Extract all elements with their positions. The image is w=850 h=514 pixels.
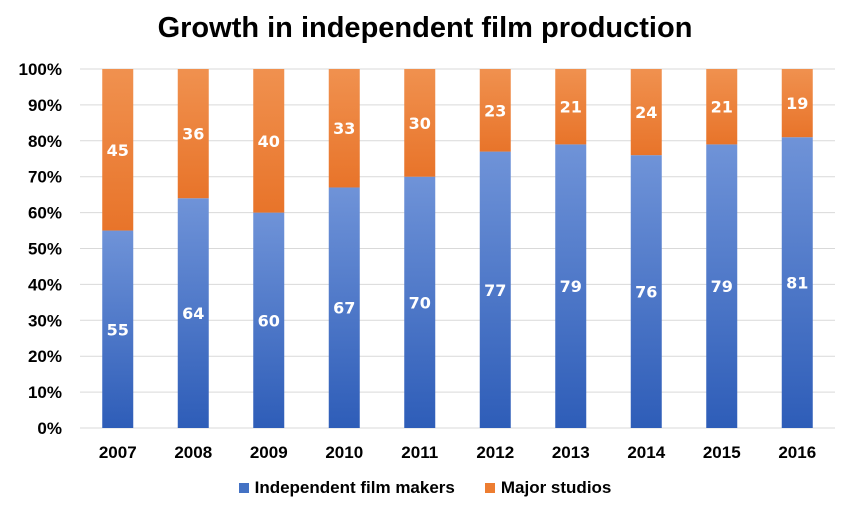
bar-segment [102,230,134,428]
legend-swatch-major [484,483,495,493]
bar-segment [781,137,813,428]
y-tick-label: 50% [28,240,62,259]
x-tick-label: 2015 [703,443,741,462]
legend-label-major: Major studios [500,478,612,497]
bar-segment [253,212,285,428]
data-label: 70 [409,293,431,312]
data-label: 19 [786,94,808,113]
x-tick-label: 2010 [325,443,363,462]
data-label: 36 [182,125,204,144]
data-labels: 55 45 64 36 60 40 67 33 70 30 77 23 79 21 76 24 79 21 81 19 [107,94,809,339]
data-label: 30 [409,114,431,133]
y-tick-label: 90% [28,96,62,115]
bars [102,69,813,428]
data-label: 67 [333,299,355,318]
data-label: 55 [107,320,129,339]
y-tick-label: 60% [28,204,62,223]
data-label: 79 [711,277,733,296]
legend-label-independent: Independent film makers [254,478,455,497]
bar-segment [253,69,285,213]
x-tick-label: 2009 [250,443,288,462]
bar-segment [706,69,738,145]
bar-segment [404,69,436,177]
legend-item-independent: Independent film makers [238,478,455,498]
y-tick-label: 20% [28,347,62,366]
y-axis: 0% 10% 20% 30% 40% 50% 60% 70% 80% 90% 100% [19,60,62,438]
data-label: 21 [711,98,733,117]
x-tick-label: 2007 [99,443,137,462]
x-tick-label: 2011 [401,443,438,462]
data-label: 33 [333,119,355,138]
data-label: 64 [182,304,204,323]
bar-segment [479,151,511,428]
bar-segment [404,176,436,428]
bar-segment [630,69,662,156]
y-tick-label: 70% [28,168,62,187]
x-tick-label: 2012 [476,443,514,462]
bar-segment [102,69,134,231]
bar-segment [781,69,813,138]
bar-segment [555,144,587,428]
bar-segment [479,69,511,152]
y-tick-label: 100% [19,60,62,79]
legend-swatch-independent [238,483,249,493]
bar-segment [177,69,209,199]
bar-segment [706,144,738,428]
legend: Independent film makers Major studios [0,478,850,498]
chart-title: Growth in independent film production [157,12,693,44]
data-label: 81 [786,274,808,293]
x-tick-label: 2016 [778,443,816,462]
legend-item-major: Major studios [484,478,612,498]
x-tick-label: 2014 [627,443,665,462]
y-tick-label: 0% [37,419,62,438]
y-tick-label: 40% [28,275,62,294]
data-label: 23 [484,101,506,120]
data-label: 76 [635,283,657,302]
y-tick-label: 30% [28,311,62,330]
bar-segment [630,155,662,428]
x-axis: 2007 2008 2009 2010 2011 2012 2013 2014 2015 2016 [99,443,816,462]
x-tick-label: 2013 [552,443,590,462]
data-label: 40 [258,132,280,151]
data-label: 60 [258,311,280,330]
bar-segment [555,69,587,145]
bar-segment [328,69,360,188]
data-label: 45 [107,141,129,160]
data-label: 24 [635,103,657,122]
data-label: 79 [560,277,582,296]
y-tick-label: 10% [28,383,62,402]
bar-segment [328,187,360,428]
data-label: 21 [560,98,582,117]
y-tick-label: 80% [28,132,62,151]
x-tick-label: 2008 [174,443,212,462]
data-label: 77 [484,281,506,300]
bar-segment [177,198,209,428]
